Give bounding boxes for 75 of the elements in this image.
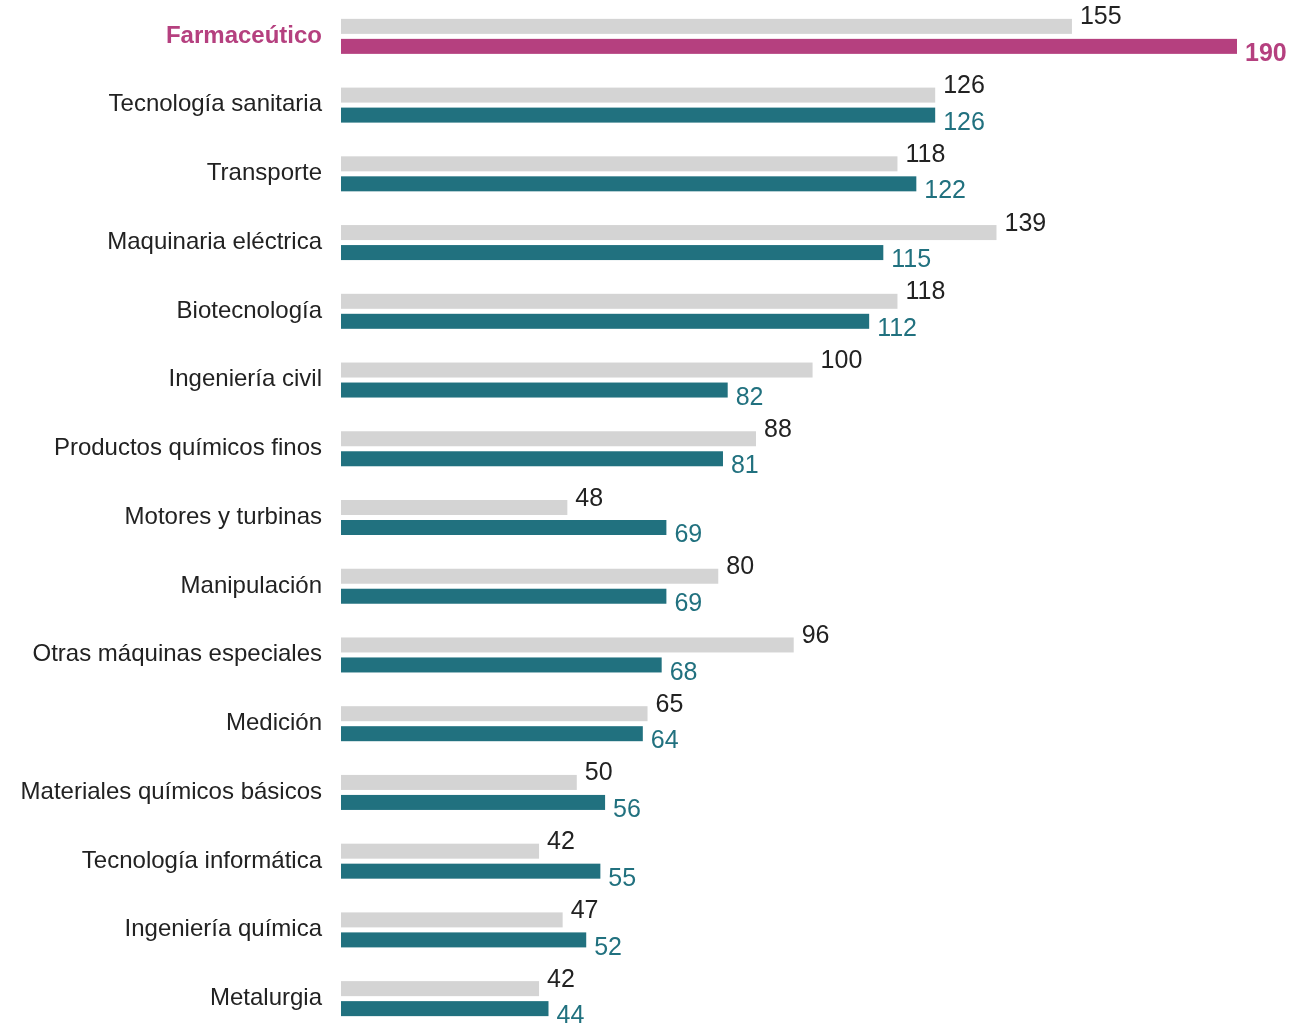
bar <box>341 225 997 241</box>
data-label: 118 <box>905 138 946 167</box>
bar <box>341 18 1072 34</box>
data-label: 190 <box>1245 37 1287 66</box>
bar <box>341 245 884 261</box>
y-tick-label: Maquinaria eléctrica <box>107 226 323 254</box>
bar <box>341 38 1237 54</box>
y-tick-label: Ingeniería química <box>124 914 323 942</box>
bar <box>341 451 723 467</box>
data-label: 64 <box>650 725 679 754</box>
bar <box>341 431 756 447</box>
bar <box>341 774 577 790</box>
data-label: 44 <box>556 1000 585 1029</box>
bar <box>341 362 813 378</box>
y-tick-label: Otras máquinas especiales <box>32 639 322 667</box>
data-label: 118 <box>905 276 946 305</box>
data-label: 126 <box>943 106 985 135</box>
y-tick-label: Manipulación <box>180 570 322 598</box>
y-tick-label: Productos químicos finos <box>53 433 322 461</box>
y-tick-label: Motores y turbinas <box>124 501 322 529</box>
bar <box>341 500 568 515</box>
data-label: 42 <box>547 826 575 855</box>
data-label: 56 <box>613 794 641 823</box>
y-tick-label: Metalurgia <box>209 982 323 1010</box>
data-label: 139 <box>1004 207 1047 236</box>
data-label: 112 <box>877 312 918 341</box>
data-label: 68 <box>669 656 698 685</box>
bar <box>341 843 540 859</box>
bar <box>341 293 898 309</box>
data-label: 100 <box>820 345 863 374</box>
bar <box>341 588 667 604</box>
bar <box>341 932 587 948</box>
bar <box>341 107 936 123</box>
bar <box>341 382 728 398</box>
bar <box>341 568 719 584</box>
bar <box>341 637 794 653</box>
data-label: 126 <box>943 70 985 99</box>
bar <box>341 87 936 103</box>
data-label: 69 <box>674 587 703 616</box>
data-label: 82 <box>735 381 764 410</box>
data-label: 69 <box>674 519 703 548</box>
bar <box>341 1001 549 1017</box>
data-label: 48 <box>575 482 604 511</box>
y-tick-label: Biotecnología <box>176 295 323 323</box>
data-label: 65 <box>655 688 684 717</box>
data-label: 50 <box>584 757 613 786</box>
data-label: 155 <box>1079 1 1122 30</box>
y-tick-label: Transporte <box>206 158 322 186</box>
y-tick-label: Medición <box>225 708 322 736</box>
y-tick-label: Farmaceútico <box>165 20 322 48</box>
data-label: 96 <box>801 619 830 648</box>
bar <box>341 156 898 172</box>
y-tick-label: Tecnología informática <box>81 845 323 873</box>
bar <box>341 176 917 192</box>
bar <box>341 981 540 997</box>
data-label: 52 <box>594 931 623 960</box>
data-label: 55 <box>608 862 637 891</box>
bar <box>341 726 643 742</box>
y-tick-label: Ingeniería civil <box>168 364 322 392</box>
data-label: 122 <box>924 175 967 204</box>
y-tick-label: Tecnología sanitaria <box>108 89 323 117</box>
data-label: 42 <box>547 963 575 992</box>
data-label: 115 <box>891 244 932 273</box>
data-label: 80 <box>726 551 755 580</box>
bar <box>341 313 870 329</box>
data-label: 81 <box>730 450 759 479</box>
bar <box>341 912 563 928</box>
y-tick-label: Materiales químicos básicos <box>20 776 322 804</box>
data-label: 88 <box>763 413 792 442</box>
data-label: 47 <box>570 894 599 923</box>
bar <box>341 706 648 722</box>
bar <box>341 794 606 810</box>
bar <box>341 520 667 535</box>
bar <box>341 863 601 879</box>
bar <box>341 657 662 673</box>
